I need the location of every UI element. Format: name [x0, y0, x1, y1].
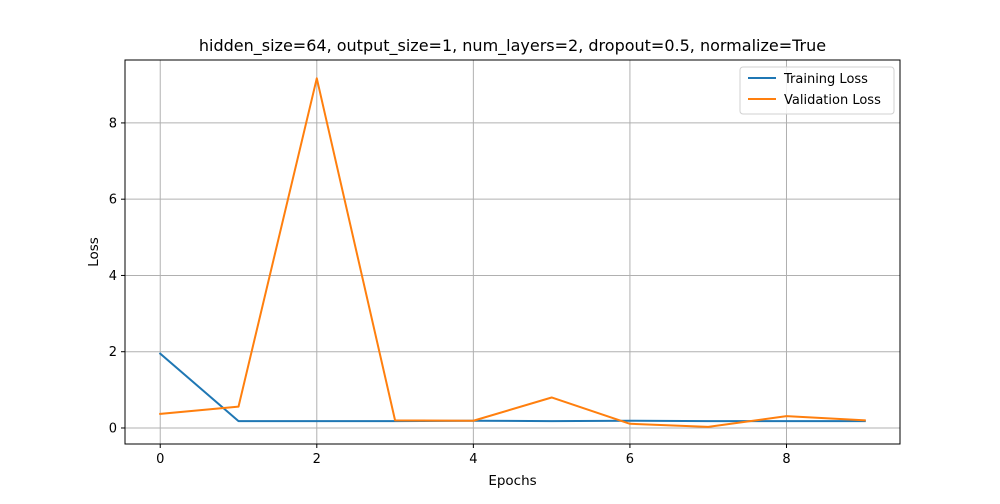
grid-layer — [125, 60, 900, 444]
chart-title: hidden_size=64, output_size=1, num_layer… — [199, 36, 826, 56]
plot-area-frame — [124, 59, 901, 445]
series-line-validation-loss — [159, 77, 866, 428]
y-tick-label: 2 — [109, 345, 117, 360]
x-tick-label: 6 — [626, 452, 634, 467]
x-tick-label: 4 — [469, 452, 477, 467]
y-axis-label: Loss — [86, 237, 102, 267]
legend-entries: Training Loss Validation Loss — [748, 72, 881, 108]
x-tick-label: 2 — [313, 452, 321, 467]
y-tick-label: 4 — [109, 269, 117, 284]
y-tick-label: 8 — [109, 116, 117, 131]
x-tick-label: 0 — [156, 452, 164, 467]
legend-box — [739, 66, 895, 115]
legend-label: Training Loss — [783, 72, 868, 87]
y-tick-label: 6 — [109, 193, 117, 208]
y-tick-label: 0 — [109, 421, 117, 436]
tick-layer: 0 2 4 6 8 0 2 4 6 8 — [109, 116, 791, 467]
x-axis-label: Epochs — [488, 473, 536, 489]
series-layer — [158, 77, 866, 428]
legend: Training Loss Validation Loss — [739, 66, 895, 115]
x-tick-label: 8 — [782, 452, 790, 467]
legend-label: Validation Loss — [784, 93, 881, 108]
